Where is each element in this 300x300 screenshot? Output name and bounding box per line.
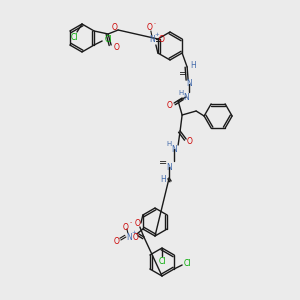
Text: H: H <box>178 90 184 96</box>
Text: N: N <box>183 92 189 101</box>
Text: H: H <box>160 176 166 184</box>
Text: =: = <box>179 69 187 79</box>
Text: +: + <box>154 32 159 38</box>
Text: =: = <box>159 158 167 168</box>
Text: O: O <box>147 23 153 32</box>
Text: N: N <box>171 145 177 154</box>
Text: -: - <box>130 220 132 226</box>
Text: O: O <box>166 101 172 110</box>
Text: Cl: Cl <box>183 259 191 268</box>
Text: O: O <box>123 223 129 232</box>
Text: Cl: Cl <box>70 32 78 41</box>
Text: O: O <box>113 43 119 52</box>
Text: H: H <box>190 61 196 70</box>
Text: N: N <box>126 232 132 242</box>
Text: +: + <box>131 230 136 236</box>
Text: N: N <box>186 80 192 88</box>
Text: Cl: Cl <box>158 256 166 266</box>
Text: O: O <box>114 238 120 247</box>
Text: N: N <box>149 34 155 43</box>
Text: H: H <box>167 141 172 147</box>
Text: O: O <box>134 218 140 227</box>
Text: N: N <box>166 163 172 172</box>
Text: O: O <box>133 233 139 242</box>
Text: O: O <box>159 34 165 43</box>
Text: O: O <box>111 23 117 32</box>
Text: O: O <box>186 137 192 146</box>
Text: -: - <box>154 22 156 26</box>
Text: Cl: Cl <box>104 34 112 43</box>
